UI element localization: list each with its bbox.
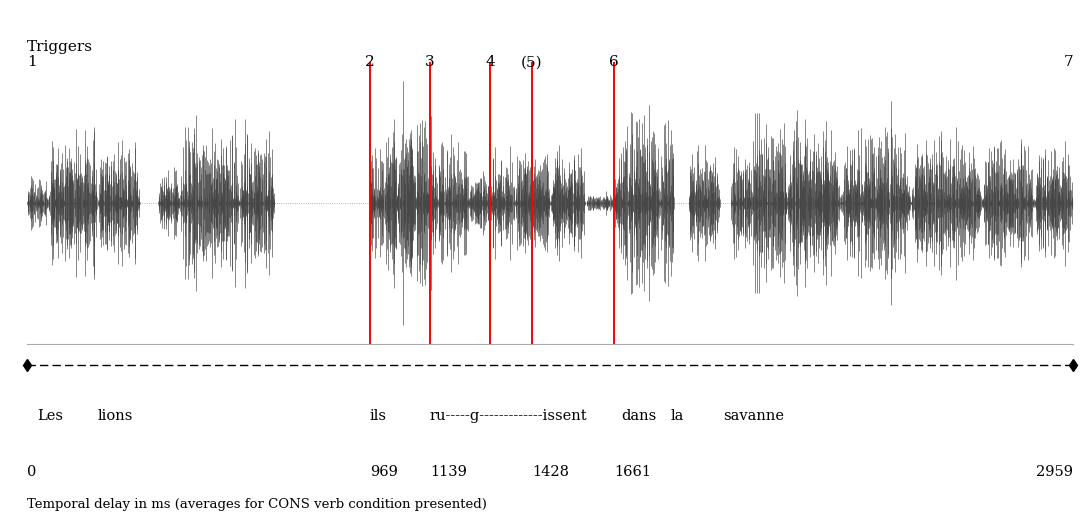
Text: 1139: 1139 [429, 465, 466, 479]
Text: 6: 6 [609, 56, 619, 69]
Text: 2959: 2959 [1036, 465, 1073, 479]
Text: Triggers: Triggers [27, 40, 93, 54]
Text: 3: 3 [425, 56, 435, 69]
Text: savanne: savanne [723, 409, 785, 423]
Text: ils: ils [370, 409, 387, 423]
Text: 969: 969 [370, 465, 398, 479]
Text: la: la [671, 409, 684, 423]
Text: lions: lions [98, 409, 133, 423]
Text: 0: 0 [27, 465, 37, 479]
Text: 4: 4 [486, 56, 495, 69]
Text: dans: dans [621, 409, 656, 423]
Text: Temporal delay in ms (averages for CONS verb condition presented): Temporal delay in ms (averages for CONS … [27, 498, 487, 510]
Text: 1661: 1661 [615, 465, 651, 479]
Text: 2: 2 [365, 56, 375, 69]
Text: (5): (5) [521, 56, 543, 69]
Text: 1428: 1428 [532, 465, 569, 479]
Text: 7: 7 [1063, 56, 1073, 69]
Text: ru-----g-------------issent: ru-----g-------------issent [429, 409, 588, 423]
Text: 1: 1 [27, 56, 37, 69]
Text: Les: Les [38, 409, 64, 423]
